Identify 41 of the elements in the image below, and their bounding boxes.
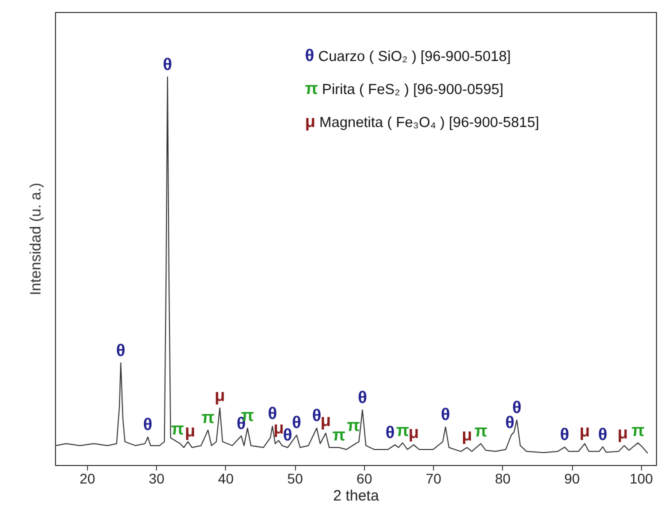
- annotation: θ: [292, 413, 302, 432]
- x-tick-label: 20: [80, 470, 96, 486]
- annotation: θ: [386, 422, 395, 442]
- annotation: θ: [512, 398, 522, 417]
- annotation: θ: [162, 54, 172, 74]
- annotation: μ Magnetita ( Fe₃O₄ ) [96-900-5815]: [305, 112, 540, 131]
- annotation: π: [474, 422, 488, 441]
- annotation: π: [396, 420, 410, 440]
- text: θ Cuarzo ( SiO₂ ) [96-900-5018]: [305, 46, 511, 65]
- annotation: π: [631, 420, 645, 440]
- annotation: θ: [560, 425, 570, 444]
- x-tick-label: 70: [426, 470, 442, 486]
- x-tick-label: 100: [630, 470, 654, 486]
- annotation: π Pirita ( FeS₂ ) [96-900-0595]: [305, 79, 504, 98]
- annotation: θ: [283, 426, 292, 445]
- annotation: θ: [440, 404, 450, 424]
- x-tick-label: 40: [218, 470, 234, 486]
- x-tick-label: 50: [287, 470, 304, 486]
- x-axis-title: 2 theta: [333, 488, 380, 504]
- annotation: μ: [214, 386, 225, 405]
- annotation: μ: [408, 422, 419, 442]
- annotation: π: [346, 416, 360, 435]
- annotation: μ: [184, 422, 196, 441]
- x-tick-label: 90: [564, 470, 580, 486]
- annotation: θ: [116, 340, 126, 360]
- annotation: θ: [143, 415, 152, 434]
- x-tick-label: 60: [356, 470, 372, 486]
- annotation: θ: [312, 406, 322, 426]
- annotation: θ: [505, 413, 515, 432]
- annotation: π: [332, 426, 346, 445]
- annotation: π: [202, 408, 215, 428]
- annotation: μ: [579, 422, 590, 441]
- annotation: θ: [358, 388, 368, 407]
- y-axis-title: Intensidad (u. a.): [28, 182, 44, 296]
- x-tick-label: 80: [495, 470, 511, 486]
- annotation: μ: [320, 411, 331, 430]
- x-tick-label: 30: [148, 470, 165, 486]
- annotation: π: [171, 420, 184, 439]
- annotation: θ: [598, 424, 608, 444]
- annotation: μ: [618, 424, 628, 443]
- annotation: μ: [462, 426, 472, 445]
